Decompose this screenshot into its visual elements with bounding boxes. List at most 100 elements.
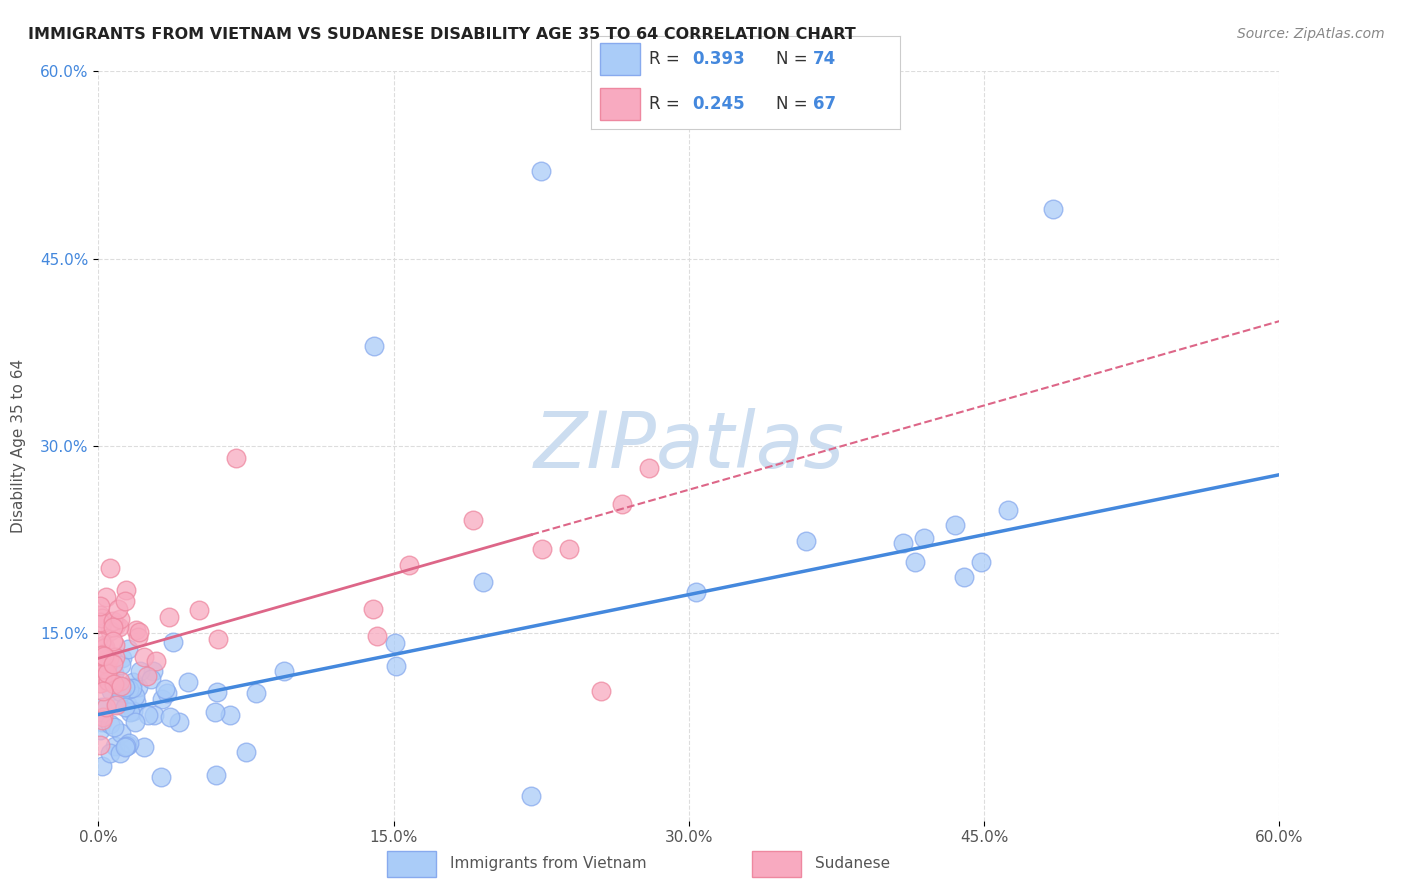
Point: [107, 602, 129, 616]
Point: [96, 659, 118, 673]
Point: [219, 707, 242, 722]
Point: [157, 610, 180, 624]
Point: [89, 675, 111, 690]
Point: [110, 658, 132, 673]
Point: [93, 648, 115, 663]
Point: [1042, 202, 1064, 216]
Point: [101, 634, 124, 648]
Text: N =: N =: [776, 50, 813, 68]
Point: [104, 649, 127, 664]
Point: [245, 686, 267, 700]
Point: [124, 689, 146, 703]
Point: [89, 649, 111, 664]
Point: [205, 767, 228, 781]
Point: [363, 339, 385, 353]
Point: [118, 736, 141, 750]
Text: IMMIGRANTS FROM VIETNAM VS SUDANESE DISABILITY AGE 35 TO 64 CORRELATION CHART: IMMIGRANTS FROM VIETNAM VS SUDANESE DISA…: [28, 27, 856, 42]
Text: 0.245: 0.245: [693, 95, 745, 113]
Point: [100, 683, 122, 698]
Point: [117, 641, 139, 656]
Point: [461, 512, 484, 526]
Point: [904, 555, 927, 569]
Point: [114, 593, 136, 607]
Point: [149, 770, 172, 784]
Point: [125, 623, 148, 637]
Point: [398, 558, 420, 573]
Point: [94, 640, 117, 654]
Point: [96, 666, 118, 681]
Point: [530, 164, 553, 178]
Point: [136, 668, 159, 682]
Point: [120, 705, 142, 719]
Point: [103, 666, 125, 681]
Point: [520, 789, 543, 803]
Point: [589, 684, 612, 698]
Point: [90, 648, 112, 663]
Point: [91, 611, 114, 625]
Point: [90, 713, 112, 727]
Point: [531, 542, 554, 557]
Point: [142, 664, 165, 678]
Point: [997, 503, 1019, 517]
Point: [150, 692, 173, 706]
Text: R =: R =: [650, 50, 685, 68]
Point: [121, 675, 143, 690]
Point: [89, 676, 111, 690]
Point: [204, 705, 226, 719]
Text: R =: R =: [650, 95, 685, 113]
Point: [103, 720, 125, 734]
Point: [638, 460, 661, 475]
Point: [136, 708, 159, 723]
Point: [134, 650, 156, 665]
Point: [121, 681, 143, 695]
Point: [108, 612, 131, 626]
Point: [110, 673, 132, 688]
Point: [273, 664, 295, 678]
Text: 67: 67: [813, 95, 837, 113]
Point: [943, 518, 966, 533]
Text: Immigrants from Vietnam: Immigrants from Vietnam: [450, 855, 647, 871]
Point: [93, 657, 115, 671]
Text: 74: 74: [813, 50, 837, 68]
Point: [558, 541, 581, 556]
Point: [105, 698, 128, 712]
FancyBboxPatch shape: [752, 851, 801, 877]
Point: [110, 679, 132, 693]
Text: Source: ZipAtlas.com: Source: ZipAtlas.com: [1237, 27, 1385, 41]
Point: [97, 673, 120, 688]
Point: [115, 583, 138, 598]
Point: [127, 680, 149, 694]
Point: [111, 650, 134, 665]
Point: [139, 672, 162, 686]
Y-axis label: Disability Age 35 to 64: Disability Age 35 to 64: [11, 359, 27, 533]
Point: [110, 726, 132, 740]
Point: [90, 668, 112, 682]
Point: [114, 739, 136, 753]
Point: [89, 599, 111, 613]
Text: ZIPatlas: ZIPatlas: [533, 408, 845, 484]
Point: [89, 608, 111, 623]
Point: [970, 555, 993, 569]
Point: [108, 747, 131, 761]
Point: [384, 659, 406, 673]
Point: [125, 695, 148, 709]
Point: [912, 531, 935, 545]
Point: [94, 653, 117, 667]
Point: [235, 745, 257, 759]
Point: [104, 739, 127, 754]
Point: [225, 451, 247, 466]
Point: [91, 700, 114, 714]
Point: [91, 758, 114, 772]
Point: [953, 570, 976, 584]
Point: [101, 620, 124, 634]
Point: [121, 704, 143, 718]
Point: [361, 602, 384, 616]
Point: [114, 740, 136, 755]
Point: [117, 738, 139, 752]
Point: [104, 638, 127, 652]
Point: [794, 533, 817, 548]
Point: [118, 682, 141, 697]
Point: [205, 685, 228, 699]
Point: [685, 585, 707, 599]
Point: [90, 615, 112, 630]
